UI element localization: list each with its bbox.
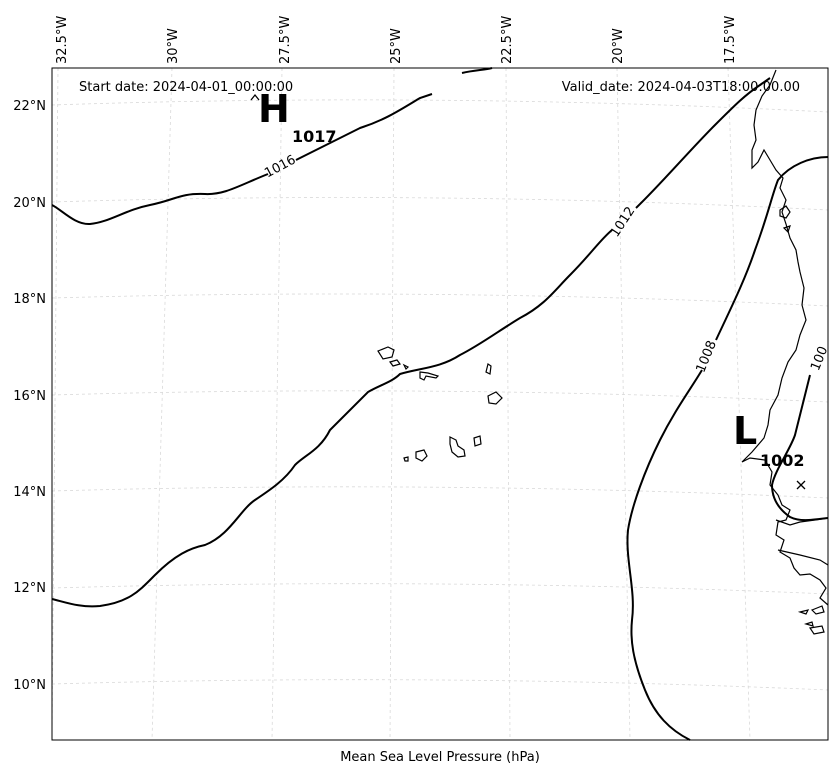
latitude-labels: 22°N 20°N 18°N 16°N 14°N 12°N 10°N — [13, 99, 46, 693]
valid-date: Valid_date: 2024-04-03T18:00:00.00 — [562, 80, 800, 95]
cape-verde-brava — [403, 456, 409, 462]
africa-coast-detail — [775, 517, 829, 566]
cape-verde-sao-vicente — [388, 359, 402, 367]
lat-label: 14°N — [13, 485, 46, 500]
cape-verde-sao-nicolau — [419, 371, 440, 381]
bijagos-islands — [797, 605, 825, 635]
isobar-1016-line — [51, 93, 433, 226]
cape-verde-santiago — [449, 436, 466, 458]
lon-label: 20°W — [611, 28, 626, 64]
isobar-1012-line — [51, 77, 771, 608]
start-date: Start date: 2024-04-01_00:00:00 — [79, 80, 293, 95]
lat-label: 20°N — [13, 196, 46, 211]
high-pressure-value: 1017 — [292, 127, 337, 146]
lon-label: 27.5°W — [278, 16, 293, 64]
high-center-marker — [250, 93, 260, 101]
longitude-labels: 32.5°W 30°W 27.5°W 25°W 22.5°W 20°W 17.5… — [55, 16, 738, 64]
map-caption: Mean Sea Level Pressure (hPa) — [340, 750, 540, 765]
lon-label: 22.5°W — [500, 16, 515, 64]
cape-verde-fogo — [415, 449, 428, 462]
low-pressure-value: 1002 — [760, 451, 805, 470]
lon-label: 32.5°W — [55, 16, 70, 64]
cape-verde-maio — [473, 435, 482, 447]
cape-verde-santa-luzia — [402, 363, 410, 371]
coastlines — [377, 69, 829, 635]
lon-label: 30°W — [166, 28, 181, 64]
lat-label: 18°N — [13, 292, 46, 307]
isobar-1004-line — [770, 374, 829, 522]
isobar-1008-line — [626, 156, 829, 741]
pressure-systems: H 1017 L 1002 — [258, 87, 805, 470]
isobar-label-1012: 1012 — [608, 204, 639, 240]
canary-fragment — [779, 205, 791, 234]
africa-coastline — [741, 69, 829, 606]
lon-label: 17.5°W — [723, 16, 738, 64]
graticule — [51, 67, 829, 741]
isobar-lines — [51, 67, 829, 741]
isobar-1016-line-top — [461, 67, 493, 74]
isobar-label-1008: 1008 — [694, 339, 720, 375]
cape-verde-sal — [485, 363, 492, 375]
isobar-labels: 1016 1012 1008 100 — [262, 153, 831, 375]
cape-verde-santo-antao — [377, 346, 395, 360]
cape-verde-boa-vista — [487, 391, 503, 405]
low-pressure-label: L — [733, 409, 757, 453]
lat-label: 10°N — [13, 678, 46, 693]
high-pressure-label: H — [258, 87, 290, 131]
map-frame — [51, 67, 829, 741]
lon-label: 25°W — [389, 28, 404, 64]
lat-label: 16°N — [13, 389, 46, 404]
low-center-marker — [796, 480, 806, 490]
lat-label: 12°N — [13, 581, 46, 596]
lat-label: 22°N — [13, 99, 46, 114]
